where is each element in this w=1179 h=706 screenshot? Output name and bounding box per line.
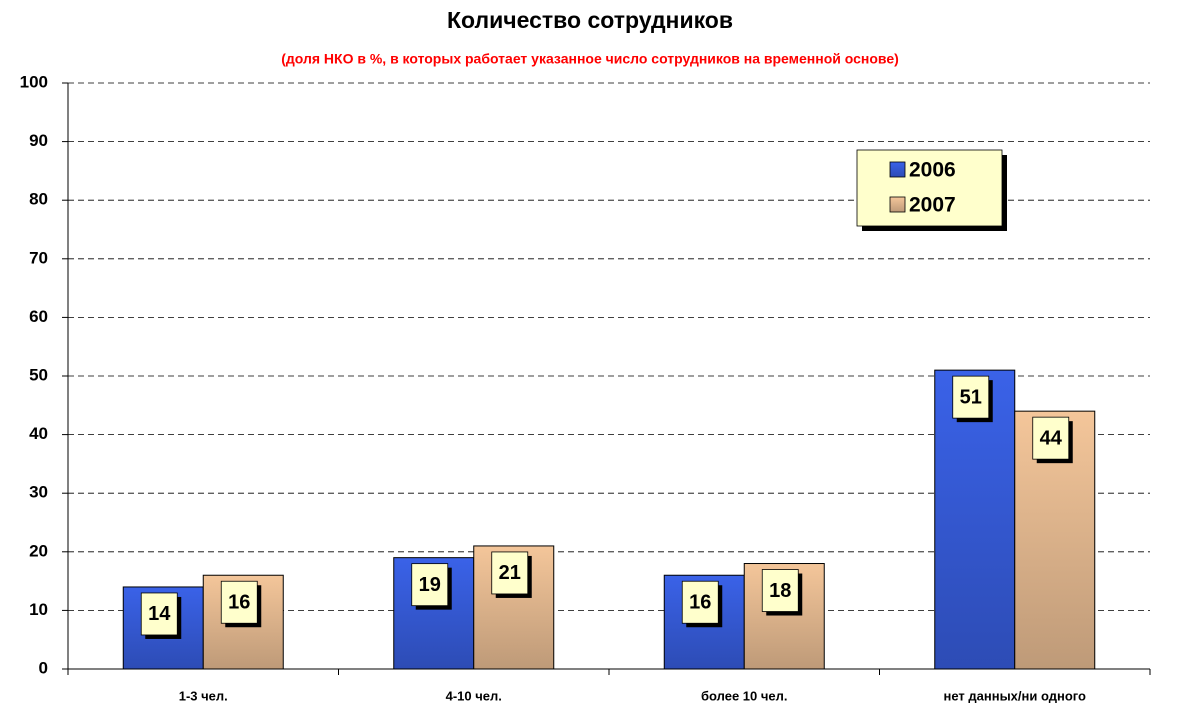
legend-label: 2007 [909,194,956,217]
data-label-box [681,580,719,624]
y-tick-label: 50 [29,365,48,384]
legend-box [856,149,1003,227]
data-label-box [761,569,799,612]
data-label-box [411,563,449,607]
y-tick-label: 80 [29,190,48,209]
data-label-box [952,375,990,419]
x-tick-label: нет данных/ни одного [944,688,1087,703]
chart-title: Количество сотрудников [447,7,733,33]
data-label-box [140,592,178,636]
data-label: 16 [228,592,250,614]
legend-swatch [889,161,906,178]
data-label-box [1032,416,1070,460]
y-tick-label: 60 [29,307,48,326]
chart-subtitle: (доля НКО в %, в которых работает указан… [281,51,899,67]
legend-swatch [889,196,906,213]
data-label: 19 [419,574,441,596]
y-tick-label: 20 [29,541,48,560]
data-label: 16 [689,592,711,614]
data-label: 44 [1040,427,1063,449]
data-label: 14 [148,603,171,625]
y-tick-label: 10 [29,600,48,619]
x-tick-label: 4-10 чел. [446,688,502,703]
data-label: 51 [960,386,982,408]
y-tick-label: 90 [29,131,48,150]
y-tick-label: 40 [29,424,48,443]
data-label: 21 [499,562,521,584]
data-label-box [220,580,258,624]
y-tick-label: 100 [20,72,48,91]
y-tick-label: 0 [39,658,48,677]
y-tick-label: 70 [29,248,48,267]
x-tick-label: более 10 чел. [701,688,788,703]
data-label-box [491,551,529,595]
legend-label: 2006 [909,159,956,182]
y-tick-label: 30 [29,483,48,502]
x-tick-label: 1-3 чел. [179,688,228,703]
data-label: 18 [769,580,791,602]
